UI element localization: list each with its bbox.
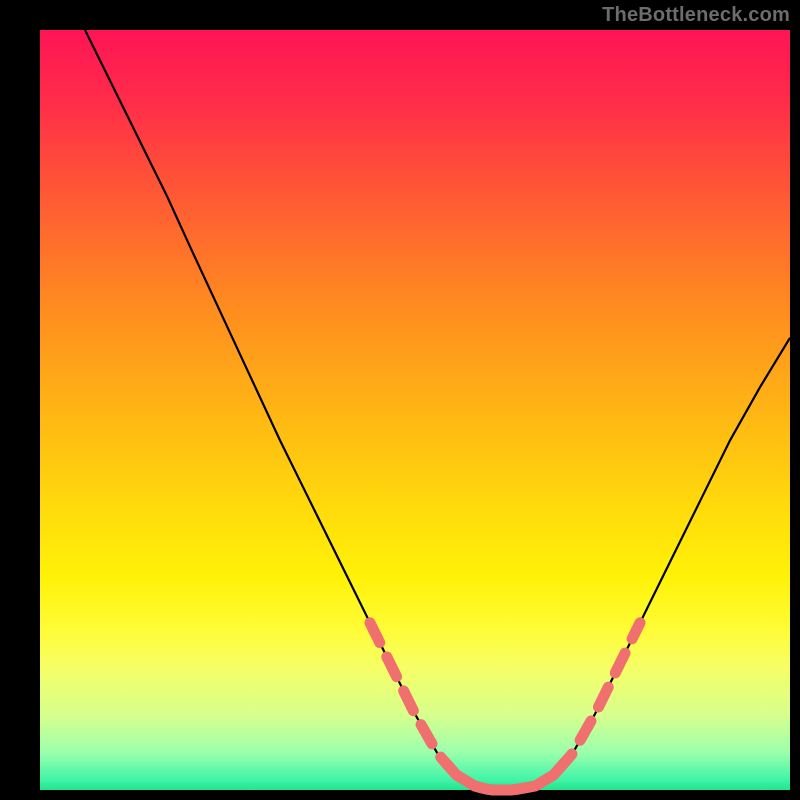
plot-gradient-background [40,30,790,790]
watermark-text: TheBottleneck.com [602,4,790,27]
chart-stage: TheBottleneck.com [0,0,800,800]
bottleneck-curve-chart [0,0,800,800]
